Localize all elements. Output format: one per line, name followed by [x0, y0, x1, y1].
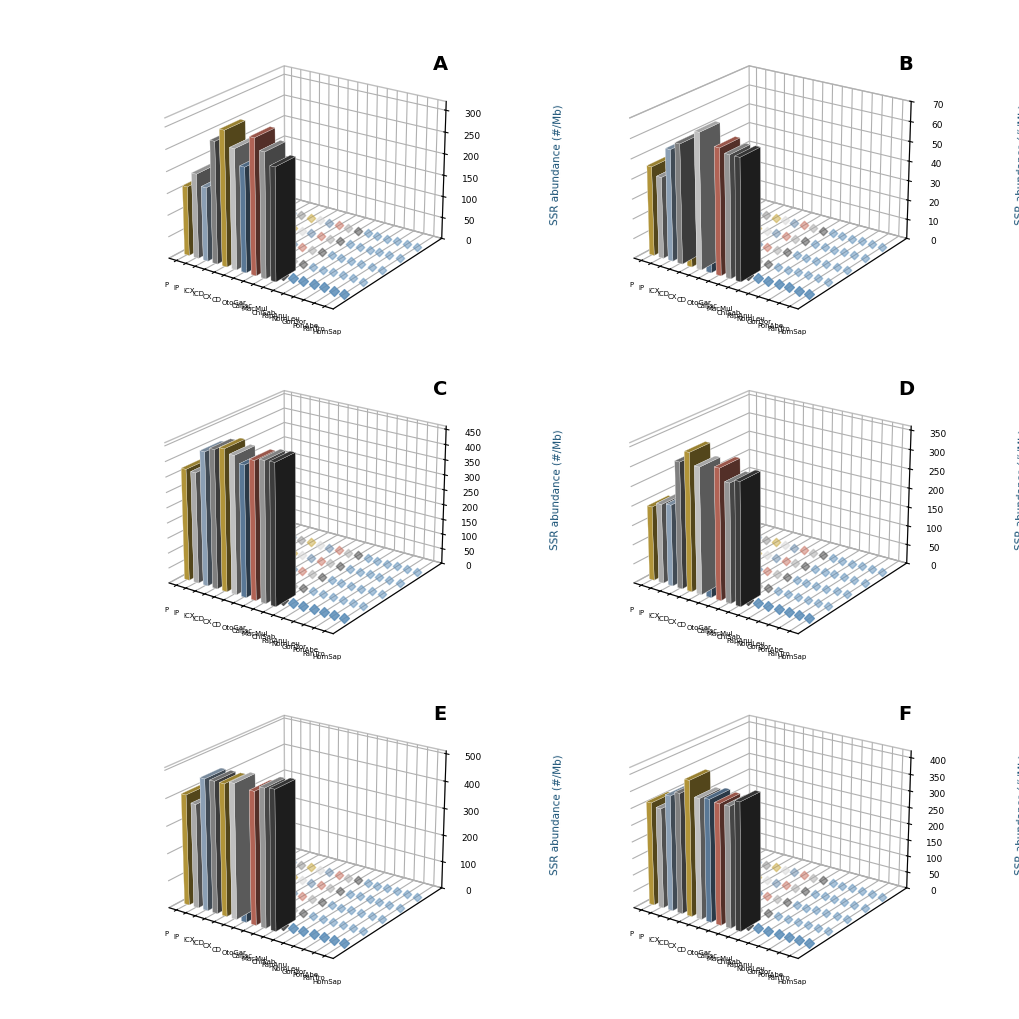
Text: D: D [897, 380, 913, 398]
Text: F: F [897, 704, 910, 723]
Text: E: E [432, 704, 445, 723]
Text: A: A [432, 55, 447, 74]
Text: B: B [897, 55, 912, 74]
Text: C: C [432, 380, 447, 398]
